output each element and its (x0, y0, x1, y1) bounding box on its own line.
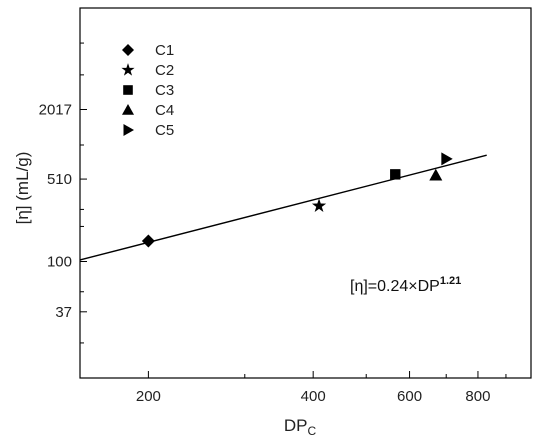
legend-marker-c3 (123, 85, 133, 95)
legend-marker-c1 (122, 44, 134, 56)
legend-label-c5: C5 (155, 122, 174, 139)
y-tick-label: 2017 (39, 102, 72, 119)
x-tick-labels: 200 400 600 800 (136, 388, 491, 405)
fit-layer (79, 154, 487, 261)
data-point-c3 (390, 169, 401, 180)
plot-frame (79, 7, 532, 379)
data-point-c1 (141, 234, 155, 248)
data-points (141, 152, 453, 248)
legend: C1 C2 C3 C4 C5 (121, 42, 174, 139)
legend-marker-c4 (122, 104, 134, 115)
equation-base: [η]=0.24×DP (350, 278, 440, 295)
legend-label-c2: C2 (155, 62, 174, 79)
x-tick-label: 200 (136, 388, 161, 405)
y-tick-label: 510 (47, 171, 72, 188)
legend-label-c4: C4 (155, 102, 174, 119)
equation-exponent: 1.21 (440, 275, 461, 287)
legend-label-c1: C1 (155, 42, 174, 59)
x-axis-label: DPC (284, 416, 317, 438)
data-point-c5 (441, 152, 453, 166)
data-point-c4 (429, 168, 443, 181)
x-tick-label: 400 (301, 388, 326, 405)
legend-marker-c5 (123, 124, 134, 136)
y-axis-label: [η] (mL/g) (13, 152, 32, 225)
legend-label-c3: C3 (155, 82, 174, 99)
x-tick-label: 600 (397, 388, 422, 405)
axis-ticks (80, 42, 507, 378)
x-tick-label: 800 (465, 388, 490, 405)
fit-equation: [η]=0.24×DP1.21 (350, 275, 461, 295)
fit-line (79, 154, 487, 261)
data-point-c2 (311, 198, 327, 212)
legend-marker-c2 (121, 63, 135, 76)
y-tick-label: 100 (47, 254, 72, 271)
y-tick-label: 37 (55, 304, 72, 321)
y-tick-labels: 37 100 510 2017 (39, 102, 72, 321)
